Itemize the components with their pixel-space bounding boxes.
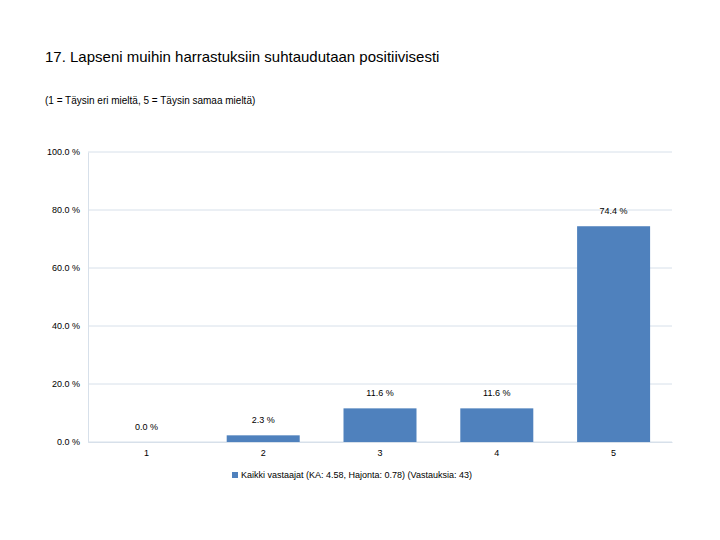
y-axis: 0.0 % 20.0 % 40.0 % 60.0 % 80.0 % 100.0 % xyxy=(47,147,89,447)
y-tick-label: 20.0 % xyxy=(52,379,80,389)
subtitle: (1 = Täysin eri mieltä, 5 = Täysin samaa… xyxy=(45,95,255,106)
y-tick-label: 60.0 % xyxy=(52,263,80,273)
grid xyxy=(88,152,672,442)
chart: 17. Lapseni muihin harrastuksiin suhtaud… xyxy=(0,0,720,540)
bar xyxy=(344,408,417,442)
y-tick-label: 40.0 % xyxy=(52,321,80,331)
y-axis-line xyxy=(88,153,89,443)
data-label: 11.6 % xyxy=(483,388,510,398)
x-tick-label: 1 xyxy=(144,448,149,458)
y-tick: 80.0 % xyxy=(52,205,88,215)
y-tick-label: 100.0 % xyxy=(47,147,80,157)
bar xyxy=(577,226,650,442)
title: 17. Lapseni muihin harrastuksiin suhtaud… xyxy=(45,48,439,65)
y-tick: 0.0 % xyxy=(57,437,88,447)
y-tick-label: 80.0 % xyxy=(52,205,80,215)
y-tick: 40.0 % xyxy=(52,321,88,331)
grid-line xyxy=(88,152,672,153)
x-tick-label: 5 xyxy=(611,448,616,458)
data-labels: 0.0 % 2.3 % 11.6 % 11.6 % 74.4 % xyxy=(135,206,628,432)
x-tick: 2 xyxy=(261,442,266,458)
x-tick-label: 3 xyxy=(377,448,382,458)
y-tick: 20.0 % xyxy=(52,379,88,389)
legend-swatch xyxy=(232,472,238,478)
legend-label: Kaikki vastaajat (KA: 4.58, Hajonta: 0.7… xyxy=(241,470,472,480)
legend-item: Kaikki vastaajat (KA: 4.58, Hajonta: 0.7… xyxy=(232,470,472,480)
y-tick: 100.0 % xyxy=(47,147,88,157)
grid-line xyxy=(88,210,672,211)
y-tick-label: 0.0 % xyxy=(57,437,80,447)
data-label: 2.3 % xyxy=(252,415,275,425)
x-tick: 4 xyxy=(494,442,499,458)
x-tick-label: 2 xyxy=(261,448,266,458)
x-tick: 5 xyxy=(611,442,616,458)
bars xyxy=(227,226,650,442)
bar xyxy=(110,442,183,443)
x-axis: 1 2 3 4 5 xyxy=(89,442,673,458)
y-tick: 60.0 % xyxy=(52,263,88,273)
data-label: 74.4 % xyxy=(600,206,628,216)
x-tick: 3 xyxy=(377,442,382,458)
bar xyxy=(460,408,533,442)
x-tick: 1 xyxy=(144,442,149,458)
x-axis-line xyxy=(89,442,673,443)
data-label: 11.6 % xyxy=(366,388,393,398)
x-tick-label: 4 xyxy=(494,448,499,458)
legend: Kaikki vastaajat (KA: 4.58, Hajonta: 0.7… xyxy=(232,470,472,480)
data-label: 0.0 % xyxy=(135,422,158,432)
bar xyxy=(227,435,300,442)
